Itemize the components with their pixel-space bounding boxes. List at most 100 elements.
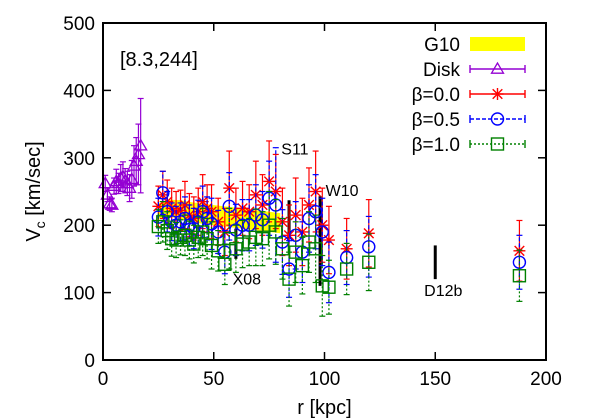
series-b10 xyxy=(151,190,527,317)
y-axis-label-rest: [km/sec] xyxy=(23,141,45,221)
legend-marker xyxy=(490,61,505,74)
error-bar xyxy=(516,249,523,302)
y-tick-label: 500 xyxy=(63,14,95,35)
legend-marker xyxy=(490,112,505,126)
data-point xyxy=(322,234,335,247)
annotation-label: D12b xyxy=(424,283,462,300)
data-point xyxy=(255,231,270,246)
y-tick-label: 200 xyxy=(63,216,95,237)
disk-point xyxy=(124,172,139,185)
error-bar xyxy=(159,201,166,243)
data-point xyxy=(322,265,336,280)
error-bar xyxy=(215,229,222,272)
y-tick-label: 400 xyxy=(63,81,95,102)
x-tick-label: 100 xyxy=(309,369,341,390)
x-tick-label: 200 xyxy=(530,369,562,390)
y-tick-label: 300 xyxy=(63,149,95,170)
data-point xyxy=(156,186,170,200)
error-bar xyxy=(343,242,350,296)
error-bar xyxy=(239,219,246,269)
error-bar xyxy=(177,219,184,256)
error-bar xyxy=(181,214,188,257)
data-point xyxy=(160,223,174,238)
error-bar xyxy=(325,259,332,315)
params-label: [8.3,244] xyxy=(120,49,198,71)
data-point xyxy=(169,233,183,247)
annotation-label: W10 xyxy=(326,183,359,200)
error-bar xyxy=(199,207,206,257)
y-axis-label-sub: c xyxy=(32,221,48,228)
data-point xyxy=(204,217,219,231)
tick-layer: 0 50 100 150 200 0 100 200 300 400 500 xyxy=(63,14,562,390)
disk-point xyxy=(104,197,119,210)
data-point xyxy=(173,230,188,245)
error-bar xyxy=(305,211,312,273)
data-point xyxy=(308,242,323,256)
data-point xyxy=(339,262,354,276)
disk-point xyxy=(100,187,115,200)
legend-label: G10 xyxy=(424,35,460,56)
error-bar xyxy=(292,221,299,284)
annotation-label: S11 xyxy=(281,141,308,158)
data-point xyxy=(200,231,214,246)
y-axis-label-main: V xyxy=(23,228,45,242)
data-point xyxy=(512,269,527,283)
error-bar xyxy=(272,198,279,265)
data-point xyxy=(218,257,232,271)
error-bar xyxy=(208,221,215,270)
x-tick-label: 150 xyxy=(419,369,451,390)
error-bar xyxy=(319,197,326,267)
annotation-layer: S11 W10 X08 D12b xyxy=(233,141,463,300)
data-point xyxy=(295,258,310,273)
y-tick-label: 100 xyxy=(63,284,95,305)
disk-point xyxy=(133,138,148,151)
error-bar xyxy=(186,220,193,260)
disk-point xyxy=(102,196,117,209)
series-layer xyxy=(151,140,527,317)
error-bar xyxy=(173,221,180,259)
error-bar xyxy=(232,224,239,273)
data-point xyxy=(316,219,329,232)
data-point xyxy=(178,228,192,243)
x-axis-label: r [kpc] xyxy=(297,397,351,419)
disk-point xyxy=(122,180,137,193)
error-bar xyxy=(365,233,372,292)
legend-label: β=0.0 xyxy=(412,85,460,106)
data-point xyxy=(322,280,336,294)
series-b05 xyxy=(151,147,527,304)
error-bar xyxy=(246,217,253,267)
annotation-label: X08 xyxy=(233,272,262,289)
data-point xyxy=(156,215,170,229)
data-point xyxy=(195,225,210,239)
disk-point xyxy=(129,153,144,167)
legend-label: β=0.5 xyxy=(412,110,460,131)
legend: G10 Disk β=0.0 β=0.5 β=1.0 xyxy=(412,35,526,156)
legend-marker xyxy=(491,88,504,100)
data-point xyxy=(282,272,296,286)
error-bar xyxy=(319,254,326,317)
data-point xyxy=(362,255,376,269)
disk-error-bar xyxy=(137,97,144,194)
legend-label: β=1.0 xyxy=(412,135,460,156)
legend-marker xyxy=(490,137,505,151)
legend-label: Disk xyxy=(423,60,460,81)
error-bar xyxy=(164,211,171,251)
disk-layer xyxy=(98,97,148,213)
error-bar xyxy=(168,220,175,257)
y-axis-label: Vc [km/sec] xyxy=(23,141,48,241)
error-bar xyxy=(204,217,211,260)
error-bar xyxy=(226,207,233,270)
data-point xyxy=(164,231,179,246)
error-bar xyxy=(266,190,273,260)
legend-swatch xyxy=(470,37,525,51)
data-point xyxy=(269,225,283,239)
data-point xyxy=(182,233,197,247)
error-bar xyxy=(190,224,197,264)
data-point xyxy=(275,242,290,256)
data-point xyxy=(315,225,329,239)
y-tick-label: 0 xyxy=(84,351,95,372)
disk-point xyxy=(131,147,146,160)
data-point xyxy=(187,237,201,251)
data-point xyxy=(173,215,188,229)
